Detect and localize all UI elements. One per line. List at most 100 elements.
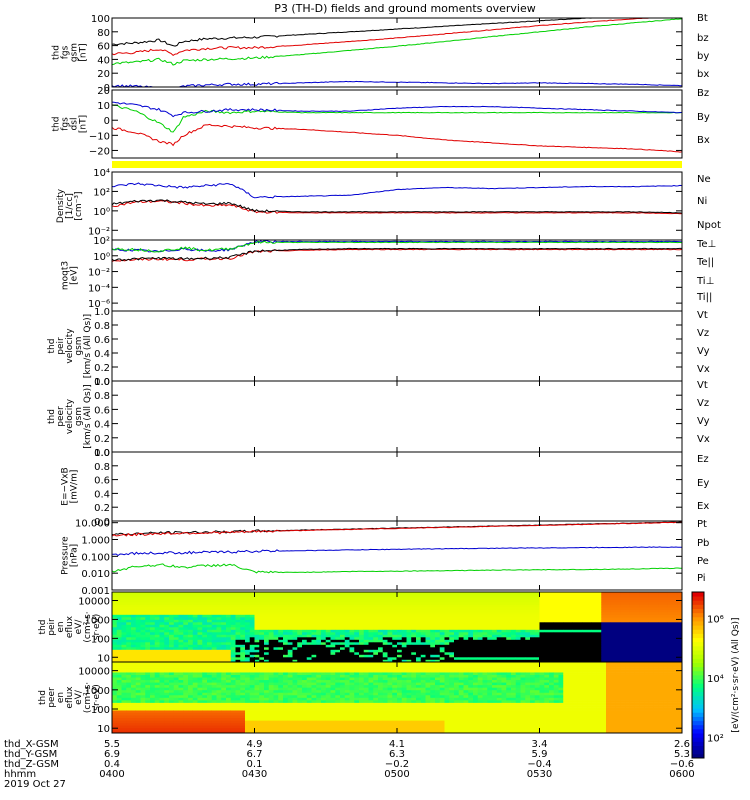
spectrogram-cell — [183, 602, 189, 605]
spectrogram-cell — [473, 654, 479, 658]
spectrogram-cell — [226, 682, 232, 686]
spectrogram-cell — [587, 657, 593, 660]
spectrogram-cell — [268, 715, 274, 719]
spectrogram-cell — [653, 594, 659, 598]
spectrogram-cell — [473, 649, 479, 653]
spectrogram-cell — [458, 594, 464, 598]
spectrogram-cell — [154, 730, 160, 734]
spectrogram-cell — [335, 639, 341, 643]
spectrogram-cell — [202, 654, 208, 658]
spectrogram-cell — [192, 649, 198, 653]
spectrogram-cell — [468, 609, 474, 613]
spectrogram-cell — [411, 614, 417, 618]
spectrogram-cell — [264, 727, 270, 731]
spectrogram-cell — [221, 627, 227, 630]
spectrogram-cell — [335, 627, 341, 630]
spectrogram-cell — [159, 702, 165, 706]
spectrogram-cell — [473, 592, 479, 595]
spectrogram-cell — [159, 727, 165, 731]
spectrogram-cell — [634, 602, 640, 605]
spectrogram-cell — [211, 700, 217, 703]
spectrogram-cell — [549, 642, 555, 645]
spectrogram-cell — [197, 622, 203, 625]
spectrogram-cell — [173, 599, 179, 603]
spectrogram-cell — [420, 632, 426, 635]
spectrogram-cell — [463, 637, 469, 640]
spectrogram-cell — [349, 647, 355, 650]
spectrogram-cell — [511, 609, 517, 613]
spectrogram-cell — [259, 674, 265, 678]
spectrogram-cell — [311, 624, 317, 628]
spectrogram-cell — [121, 730, 127, 734]
spectrogram-cell — [577, 637, 583, 640]
spectrogram-cell — [487, 599, 493, 603]
spectrogram-cell — [492, 617, 498, 620]
spectrogram-cell — [183, 669, 189, 673]
spectrogram-cell — [121, 649, 127, 653]
spectrogram-cell — [216, 727, 222, 731]
spectrogram-cell — [211, 712, 217, 716]
spectrogram-cell — [477, 597, 483, 600]
spectrogram-cell — [316, 624, 322, 628]
spectrogram-cell — [164, 617, 170, 620]
spectrogram-cell — [572, 634, 578, 638]
spectrogram-cell — [397, 592, 403, 595]
spectrogram-cell — [268, 654, 274, 658]
spectrogram-cell — [325, 712, 331, 716]
spectrogram-cell — [449, 649, 455, 653]
spectrogram-cell — [325, 644, 331, 648]
spectrogram-cell — [520, 629, 526, 633]
spectrogram-cell — [382, 634, 388, 638]
spectrogram-cell — [610, 594, 616, 598]
spectrogram-cell — [558, 634, 564, 638]
spectrogram-cell — [235, 677, 241, 681]
spectrogram-cell — [159, 662, 165, 665]
spectrogram-cell — [634, 649, 640, 653]
spectrogram-cell — [539, 647, 545, 650]
spectrogram-cell — [226, 652, 232, 655]
spectrogram-cell — [235, 697, 241, 701]
spectrogram-cell — [587, 644, 593, 648]
spectrogram-cell — [677, 597, 683, 600]
spectrogram-cell — [667, 602, 673, 605]
spectrogram-cell — [667, 597, 673, 600]
spectrogram-cell — [192, 679, 198, 683]
spectrogram-cell — [131, 592, 137, 595]
spectrogram-cell — [240, 707, 246, 711]
spectrogram-cell — [416, 647, 422, 650]
spectrogram-cell — [159, 602, 165, 605]
spectrogram-cell — [378, 612, 384, 615]
spectrogram-cell — [544, 622, 550, 625]
spectrogram-cell — [121, 700, 127, 703]
spectrogram-cell — [382, 597, 388, 600]
spectrogram-cell — [221, 604, 227, 608]
spectrogram-cell — [216, 677, 222, 681]
spectrogram-cell — [311, 702, 317, 706]
spectrogram-cell — [568, 599, 574, 603]
spectrogram-cell — [283, 639, 289, 643]
spectrogram-cell — [482, 622, 488, 625]
spectrogram-cell — [449, 652, 455, 655]
spectrogram-cell — [572, 619, 578, 623]
spectrogram-cell — [511, 642, 517, 645]
spectrogram-cell — [169, 642, 175, 645]
spectrogram-cell — [601, 649, 607, 653]
spectrogram-cell — [321, 720, 327, 724]
spectrogram-cell — [131, 654, 137, 658]
y-tick-label: 10⁴ — [93, 168, 110, 179]
spectrogram-cell — [207, 689, 213, 693]
spectrogram-cell — [349, 622, 355, 625]
spectrogram-cell — [226, 594, 232, 598]
spectrogram-cell — [192, 717, 198, 721]
spectrogram-cell — [240, 632, 246, 635]
spectrogram-cell — [226, 727, 232, 731]
spectrogram-cell — [188, 599, 194, 603]
spectrogram-cell — [273, 674, 279, 678]
spectrogram-cell — [382, 609, 388, 613]
spectrogram-cell — [197, 664, 203, 668]
spectrogram-cell — [587, 632, 593, 635]
spectrogram-cell — [610, 639, 616, 643]
spectrogram-cell — [245, 662, 251, 665]
spectrogram-cell — [283, 652, 289, 655]
spectrogram-cell — [183, 722, 189, 726]
